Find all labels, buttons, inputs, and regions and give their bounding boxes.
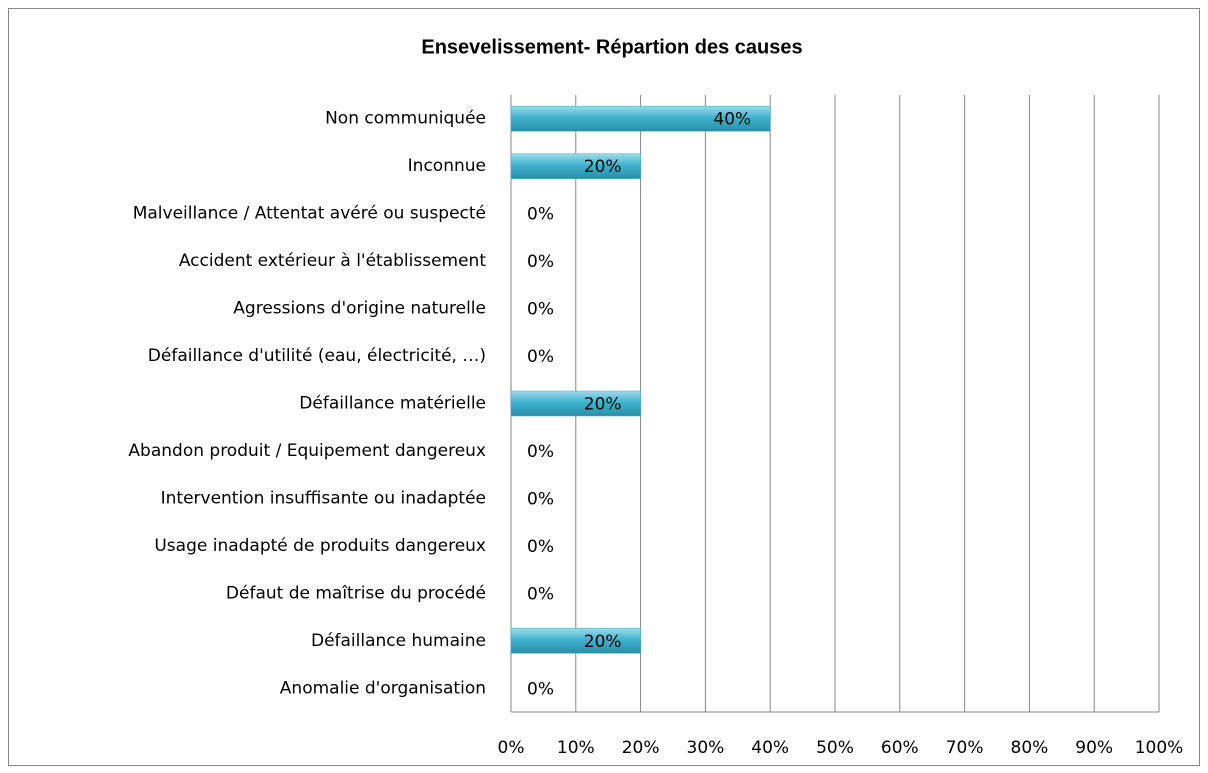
y-tick-label: Accident extérieur à l'établissement — [179, 251, 486, 271]
x-tick-label: 90% — [1075, 738, 1113, 758]
x-tick-label: 70% — [946, 738, 984, 758]
y-tick-label: Défaillance d'utilité (eau, électricité,… — [148, 346, 486, 366]
data-label: 20% — [584, 157, 622, 177]
x-tick-label: 10% — [557, 738, 595, 758]
bar — [510, 105, 771, 132]
data-label: 0% — [527, 537, 554, 557]
data-label: 20% — [584, 632, 622, 652]
x-tick-label: 80% — [1011, 738, 1049, 758]
x-tick-label: 60% — [881, 738, 919, 758]
data-label: 0% — [527, 300, 554, 320]
y-tick-label: Agressions d'origine naturelle — [233, 299, 486, 319]
data-label: 0% — [527, 489, 554, 509]
x-tick-label: 0% — [498, 738, 525, 758]
data-label: 20% — [584, 395, 622, 415]
chart-title: Ensevelissement- Répartion des causes — [421, 36, 802, 58]
data-label: 0% — [527, 584, 554, 604]
y-tick-label: Usage inadapté de produits dangereux — [154, 536, 486, 556]
x-tick-label: 100% — [1135, 738, 1184, 758]
x-tick-label: 20% — [622, 738, 660, 758]
y-tick-label: Inconnue — [408, 156, 486, 176]
y-tick-label: Défaut de maîtrise du procédé — [226, 583, 486, 603]
data-label: 0% — [527, 442, 554, 462]
x-tick-label: 30% — [687, 738, 725, 758]
y-tick-label: Anomalie d'organisation — [280, 678, 486, 698]
x-tick-label: 40% — [751, 738, 789, 758]
data-label: 0% — [527, 252, 554, 272]
data-label: 0% — [527, 347, 554, 367]
data-label: 0% — [527, 679, 554, 699]
y-tick-label: Non communiquée — [325, 109, 486, 129]
y-tick-label: Défaillance humaine — [311, 631, 486, 651]
bar — [510, 628, 641, 654]
y-tick-label: Défaillance matérielle — [299, 394, 486, 414]
bar — [510, 153, 641, 179]
y-tick-label: Abandon produit / Equipement dangereux — [128, 441, 486, 461]
bar — [510, 390, 641, 417]
x-tick-label: 50% — [816, 738, 854, 758]
data-label: 40% — [713, 110, 751, 130]
y-tick-label: Intervention insuffisante ou inadaptée — [161, 488, 486, 508]
y-tick-label: Malveillance / Attentat avéré ou suspect… — [133, 204, 486, 224]
data-label: 0% — [527, 205, 554, 225]
